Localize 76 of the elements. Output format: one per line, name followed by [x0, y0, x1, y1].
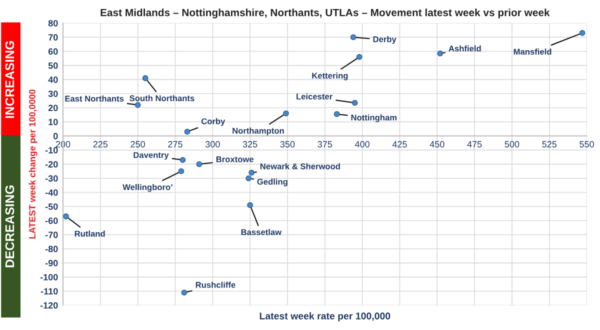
point	[437, 50, 444, 56]
y-tick-label: -100	[40, 274, 58, 280]
annotation: Nottingham	[351, 114, 397, 122]
annotation: Bassetlaw	[241, 228, 282, 236]
annotation: Rushcliffe	[196, 282, 236, 288]
y-tick-label: 70	[48, 34, 58, 41]
annotation: South Northants	[130, 95, 194, 102]
x-tick-label: 275	[168, 141, 182, 148]
annotation: Rutland	[74, 230, 105, 237]
point	[180, 156, 186, 163]
point	[181, 290, 188, 296]
y-tick-label: 0	[53, 132, 58, 140]
y-tick-label: 40	[48, 76, 58, 83]
y-tick-label: -110	[40, 288, 58, 295]
annotation: Newark & Sherwood	[260, 163, 340, 170]
chart-title: East Midlands – Nottinghamshire, Northants, UTLAs – Movement latest week vs prior week	[100, 8, 550, 18]
y-axis-title: LATEST week change per 100,0000	[28, 90, 38, 238]
annotation: Mansfield	[514, 48, 552, 55]
y-tick-label: -70	[45, 232, 58, 238]
annotation: Daventry	[134, 152, 169, 160]
point	[142, 75, 148, 82]
y-tick-label: 80	[48, 20, 58, 26]
text: DECREASING	[5, 185, 14, 268]
y-tick-label: -90	[45, 260, 58, 266]
point	[350, 34, 356, 40]
x-tick-label: 500	[504, 141, 520, 148]
x-tick-label: 375	[318, 141, 332, 148]
annotation: Leicester	[296, 93, 332, 100]
x-tick-label: 450	[430, 141, 444, 148]
point	[246, 175, 252, 182]
y-tick-label: 20	[48, 104, 58, 112]
point	[579, 30, 586, 36]
point	[178, 168, 184, 174]
point	[248, 170, 255, 176]
annotation: Gedling	[257, 178, 288, 186]
x-axis-title: Latest week rate per 100,000	[260, 312, 390, 322]
text: INCREASING	[5, 41, 14, 118]
annotation: Wellingboro’	[122, 184, 172, 192]
point	[247, 202, 254, 208]
point	[184, 128, 190, 135]
annotation: Northampton	[232, 128, 284, 136]
y-tick-label: -20	[45, 161, 58, 168]
x-tick-label: 475	[467, 141, 482, 148]
point	[283, 110, 289, 116]
point	[334, 111, 340, 118]
y-tick-label: -40	[45, 189, 58, 196]
y-tick-label: -60	[45, 218, 58, 224]
x-tick-label: 350	[280, 141, 295, 148]
y-tick-label: -30	[45, 175, 58, 182]
point	[196, 161, 202, 168]
annotation: East Northants	[65, 95, 124, 102]
y-tick-label: 30	[48, 90, 58, 98]
y-tick-label: -10	[45, 147, 58, 154]
y-tick-label: 50	[48, 62, 58, 69]
point	[352, 100, 358, 106]
x-tick-label: 250	[130, 141, 146, 148]
x-tick-label: 525	[542, 141, 557, 148]
x-tick-label: 550	[580, 141, 594, 148]
annotation: Kettering	[312, 72, 348, 80]
point	[356, 54, 362, 60]
point	[134, 102, 141, 108]
x-tick-label: 425	[392, 141, 407, 148]
annotation: Derby	[373, 36, 396, 44]
y-tick-label: 10	[48, 118, 58, 126]
point	[63, 213, 69, 220]
y-tick-label: -50	[45, 203, 58, 210]
y-tick-label: 60	[48, 48, 58, 55]
x-tick-label: 325	[242, 141, 258, 148]
y-tick-label: -120	[40, 302, 58, 309]
y-tick-label: -80	[45, 246, 58, 252]
annotation: Corby	[201, 118, 226, 126]
x-tick-label: 225	[93, 141, 108, 148]
x-tick-label: 400	[354, 141, 370, 148]
annotation: Broxtowe	[216, 156, 254, 162]
annotation: Ashfield	[448, 45, 481, 52]
x-tick-label: 300	[205, 141, 220, 148]
